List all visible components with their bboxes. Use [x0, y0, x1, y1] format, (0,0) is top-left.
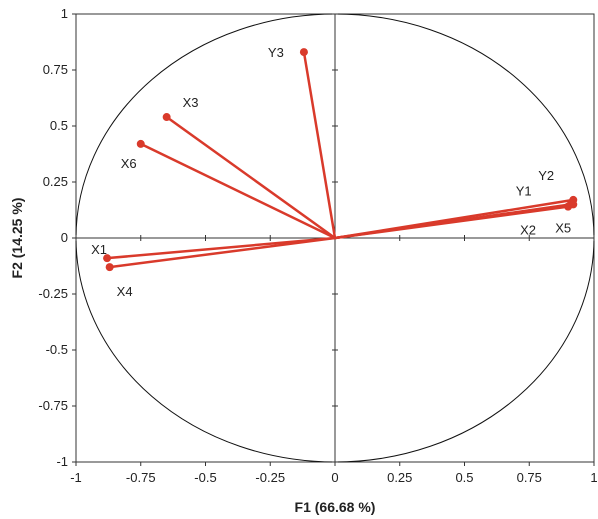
point-label-x6: X6: [121, 156, 137, 171]
vector-x5: [333, 203, 575, 240]
point-y3: [299, 48, 308, 57]
vector-x3: [165, 115, 337, 240]
point-x1: [103, 254, 112, 263]
point-x5: [569, 200, 578, 209]
x-tick-label: -1: [70, 470, 82, 485]
point-label-x1: X1: [91, 242, 107, 257]
y-tick-label: 0.25: [43, 174, 68, 189]
x-tick-label: -0.25: [255, 470, 285, 485]
vector-y3: [302, 50, 337, 240]
vector-x1: [105, 236, 337, 260]
x-tick-label: 0.25: [387, 470, 412, 485]
point-label-x3: X3: [183, 95, 199, 110]
y-tick-label: 0.5: [50, 118, 68, 133]
y-axis-title: F2 (14.25 %): [9, 198, 25, 279]
x-tick-label: 1: [590, 470, 597, 485]
point-label-y1: Y1: [516, 183, 532, 198]
point-label-y2: Y2: [538, 168, 554, 183]
point-label-x4: X4: [117, 284, 133, 299]
point-label-x2: X2: [520, 223, 536, 238]
point-label-y3: Y3: [268, 45, 284, 60]
y-tick-label: -0.75: [38, 398, 68, 413]
vector-x4: [108, 236, 337, 269]
y-tick-label: -0.5: [46, 342, 68, 357]
x-tick-label: -0.5: [194, 470, 216, 485]
y-tick-label: -0.25: [38, 286, 68, 301]
point-x4: [105, 263, 114, 272]
y-tick-label: -1: [56, 454, 68, 469]
y-tick-label: 1: [61, 6, 68, 21]
x-tick-label: 0.5: [455, 470, 473, 485]
y-tick-label: 0: [61, 230, 68, 245]
x-tick-label: 0.75: [517, 470, 542, 485]
vector-x6: [139, 142, 337, 240]
y-tick-label: 0.75: [43, 62, 68, 77]
point-label-x5: X5: [555, 220, 571, 235]
x-axis-title: F1 (66.68 %): [295, 499, 376, 515]
point-x3: [162, 113, 171, 122]
x-tick-label: -0.75: [126, 470, 156, 485]
x-tick-label: 0: [331, 470, 338, 485]
point-x6: [136, 139, 145, 148]
